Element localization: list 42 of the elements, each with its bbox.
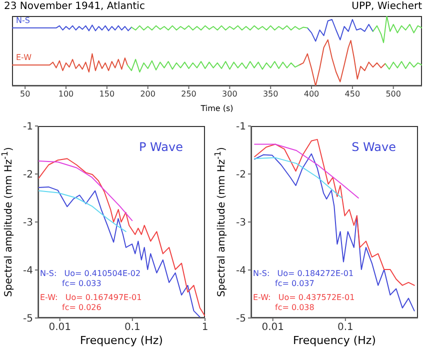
y-tick-label: -3 — [236, 218, 246, 229]
annotation: fc= 0.033 — [62, 279, 102, 288]
series-label: E-W — [16, 53, 32, 62]
x-tick-label: 0.01 — [48, 322, 71, 334]
x-tick-label: 0.1 — [337, 322, 354, 334]
y-tick-label: -3 — [23, 218, 33, 229]
y-tick-label: -1 — [23, 122, 33, 133]
chart-title: 23 November 1941, Atlantic — [4, 0, 145, 14]
annotation: E-W: Uo= 0.167497E-01 — [40, 293, 142, 302]
x-tick-label: 200 — [140, 90, 156, 99]
x-tick-label: 100 — [58, 90, 74, 99]
x-tick-label: 0.01 — [262, 322, 284, 334]
x-tick-label: 250 — [181, 90, 196, 99]
y-tick-label: -2 — [23, 170, 33, 181]
text: P Wave — [139, 140, 183, 154]
x-tick-label: 0.1 — [124, 322, 140, 334]
annotation: N-S: Uo= 0.184272E-01 — [253, 269, 354, 278]
x-axis-title: Frequency (Hz) — [79, 334, 164, 348]
annotation: E-W: Uo= 0.437572E-01 — [253, 293, 355, 302]
y-tick-label: -4 — [236, 266, 246, 277]
annotation: N-S: Uo= 0.410504E-02 — [40, 269, 141, 278]
annotation: fc= 0.038 — [275, 303, 314, 312]
x-tick-label: 300 — [222, 90, 238, 99]
chart-subtitle: UPP, Wiechert — [352, 0, 422, 14]
x-tick-label: 450 — [344, 90, 360, 99]
x-axis-title: Time (s) — [200, 103, 234, 115]
x-tick-label: 50 — [20, 90, 30, 99]
annotation: fc= 0.037 — [275, 279, 314, 288]
annotation: fc= 0.026 — [62, 303, 102, 312]
x-tick-label: 1 — [202, 322, 208, 334]
series-label: N-S — [16, 16, 30, 25]
y-tick-label: -5 — [236, 314, 246, 325]
x-tick-label: 400 — [304, 90, 320, 99]
x-tick-label: 150 — [99, 90, 115, 99]
x-axis-title: Frequency (Hz) — [292, 334, 377, 348]
y-tick-label: -1 — [236, 122, 246, 133]
x-tick-label: 350 — [262, 90, 278, 99]
y-tick-label: -2 — [236, 170, 246, 181]
y-tick-label: -5 — [23, 314, 33, 325]
x-tick-label: 500 — [386, 90, 401, 99]
text: S Wave — [352, 140, 396, 154]
y-tick-label: -4 — [23, 266, 33, 277]
